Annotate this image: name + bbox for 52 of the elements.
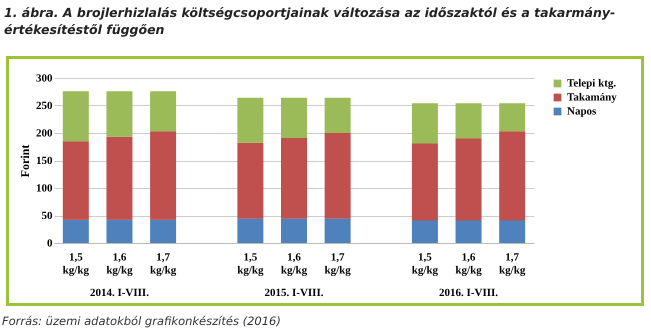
bar — [281, 218, 307, 243]
bar — [499, 103, 526, 132]
bar — [106, 91, 132, 137]
bar — [412, 220, 438, 243]
y-tick-label: 100 — [36, 182, 53, 194]
y-tick-label: 0 — [47, 238, 53, 250]
text: Forrás: üzemi adatokból grafikonkészítés (2016) — [2, 314, 281, 328]
text: 2014. I-VIII. — [90, 287, 150, 299]
bar — [324, 133, 351, 219]
y-tick-label: 50 — [42, 210, 53, 222]
x-tick-label: 1,6 kg/kg — [280, 252, 308, 276]
legend-label: Telepi ktg. — [567, 78, 616, 90]
bar — [62, 91, 89, 142]
x-tick-label: 1,5 kg/kg — [62, 252, 90, 276]
bar — [237, 142, 264, 219]
bar — [106, 136, 132, 220]
bar — [62, 141, 89, 220]
chart-title: 1. ábra. A brojlerhizlalás költségcsoportjainak változása az időszaktól és a takarmány-értékesítéstől függően — [4, 4, 616, 38]
bar — [456, 103, 482, 138]
bar — [281, 98, 307, 138]
x-tick-label: 1,5 kg/kg — [412, 252, 439, 276]
y-tick-label: 250 — [36, 100, 53, 112]
x-tick-label: 1,7 kg/kg — [150, 252, 177, 276]
y-tick-label: 150 — [36, 155, 53, 167]
bar — [150, 220, 176, 243]
bar — [456, 220, 482, 243]
y-axis-title: Forint — [18, 144, 32, 178]
x-tick-label: 1,5 kg/kg — [237, 252, 264, 276]
bar — [237, 98, 264, 143]
bar — [237, 218, 264, 243]
x-tick-label: 1,7 kg/kg — [324, 252, 352, 276]
y-tick-label: 300 — [36, 72, 53, 84]
x-tick-label: 1,7 kg/kg — [499, 252, 526, 276]
bar — [150, 131, 176, 220]
bar — [456, 138, 482, 220]
bar — [324, 218, 351, 243]
bar — [499, 131, 526, 220]
legend-label: Napos — [567, 106, 598, 118]
x-tick-label: 1,6 kg/kg — [455, 252, 482, 276]
bar — [62, 220, 89, 243]
bar — [281, 138, 307, 219]
bar — [324, 98, 351, 133]
bar — [499, 220, 526, 243]
text: 2016. I-VIII. — [439, 287, 498, 299]
bar — [106, 220, 132, 243]
bar — [412, 143, 438, 220]
legend-label: Takamány — [567, 92, 618, 104]
bar — [150, 91, 176, 132]
y-tick-label: 200 — [36, 128, 53, 140]
x-tick-label: 1,6 kg/kg — [106, 252, 134, 276]
text: 2015. I-VIII. — [264, 287, 324, 299]
bar — [412, 103, 438, 144]
